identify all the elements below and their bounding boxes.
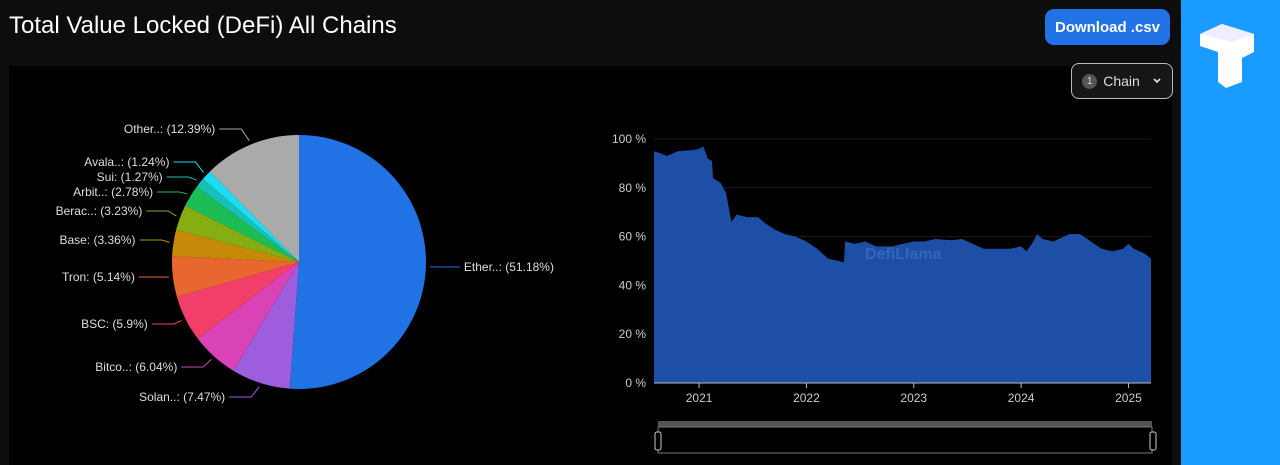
watermark: DefiLlama: [865, 246, 942, 263]
y-tick-label: 40 %: [619, 278, 647, 292]
y-tick-label: 60 %: [619, 230, 647, 244]
pie-slice: [197, 262, 299, 371]
chevron-down-icon: [1153, 78, 1161, 84]
pie-leader-line: [146, 210, 177, 217]
pie-slice: [203, 171, 299, 262]
y-tick-label: 0 %: [625, 376, 646, 390]
pie-slice: [289, 135, 427, 389]
x-tick-label: 2024: [1008, 391, 1035, 405]
pie-slice: [176, 205, 299, 262]
page-title: Total Value Locked (DeFi) All Chains: [9, 12, 397, 39]
pie-leader-line: [157, 191, 188, 195]
chain-filter-dropdown[interactable]: 1 Chain: [1071, 63, 1173, 99]
pie-leader-line: [173, 161, 204, 173]
x-tick-label: 2025: [1115, 391, 1142, 405]
pie-label: Sui: (1.27%): [97, 170, 163, 184]
x-tick-label: 2021: [686, 391, 713, 405]
pie-label: Solan..: (7.47%): [139, 390, 225, 404]
range-slider-track: [658, 421, 1152, 427]
pie-slice: [176, 262, 299, 339]
pie-leader-line: [139, 239, 170, 243]
pie-label: Ether..: (51.18%): [464, 260, 554, 274]
pie-leader-line: [166, 176, 197, 181]
pie-leader-line: [219, 128, 250, 142]
pie-leader-line: [181, 358, 212, 368]
pie-label: Berac..: (3.23%): [56, 204, 143, 218]
pie-slice: [233, 262, 299, 389]
pie-label: Tron: (5.14%): [62, 270, 135, 284]
area-chart: 0 % 20 % 40 % 60 % 80 % 100 % 2021 2022 2023 2024…: [612, 132, 1157, 454]
pie-slice: [196, 178, 299, 262]
pie-slice: [172, 229, 299, 262]
pie-label: Arbit..: (2.78%): [73, 185, 153, 199]
y-tick-label: 80 %: [619, 181, 647, 195]
chain-filter-label: Chain: [1103, 73, 1140, 89]
pie-label: BSC: (5.9%): [81, 317, 148, 331]
app-logo-icon: [1200, 24, 1254, 88]
pie-label: Other..: (12.39%): [124, 122, 215, 136]
pie-label: Base: (3.36%): [59, 233, 135, 247]
range-slider-right-handle[interactable]: [1149, 431, 1157, 451]
x-tick-label: 2023: [900, 391, 927, 405]
download-csv-button[interactable]: Download .csv: [1045, 9, 1170, 45]
pie-slice: [209, 135, 299, 262]
y-tick-label: 100 %: [612, 132, 646, 146]
pie-label: Bitco..: (6.04%): [95, 360, 177, 374]
x-tick-label: 2022: [793, 391, 820, 405]
range-slider-window: [657, 426, 1153, 454]
pie-slice: [185, 186, 299, 262]
pie-slice: [172, 256, 299, 297]
pie-label: Avala..: (1.24%): [84, 155, 169, 169]
pie-chart: Ether..: (51.18%) Solan..: (7.47%) Bitco..…: [56, 122, 554, 404]
pie-leader-line: [229, 386, 260, 398]
chain-count-badge: 1: [1082, 73, 1098, 89]
pie-leader-line: [151, 319, 182, 325]
y-tick-label: 20 %: [619, 327, 647, 341]
area-series: [654, 146, 1151, 383]
range-slider-left-handle[interactable]: [654, 431, 662, 451]
